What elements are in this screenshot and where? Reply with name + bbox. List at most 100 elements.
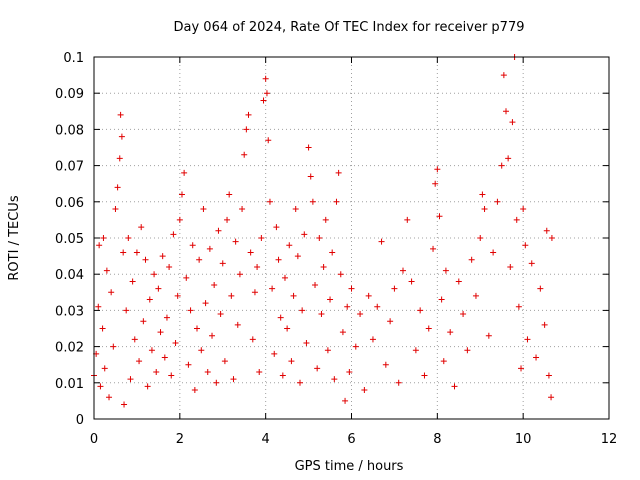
data-point	[263, 90, 270, 97]
data-point	[256, 368, 263, 375]
data-point	[316, 235, 323, 241]
x-tick-label: 10	[515, 432, 532, 447]
data-point	[425, 325, 432, 332]
data-point	[108, 289, 115, 296]
data-point	[361, 387, 368, 394]
data-point	[125, 235, 132, 241]
data-point	[322, 216, 329, 223]
data-point	[391, 285, 398, 292]
data-point	[262, 75, 269, 82]
y-tick-label: 0.1	[63, 51, 84, 66]
data-point	[382, 361, 389, 368]
data-point	[374, 303, 381, 310]
data-point	[344, 303, 351, 310]
data-point	[442, 267, 449, 274]
data-point	[297, 379, 303, 386]
data-point	[226, 191, 233, 198]
data-point	[189, 242, 196, 249]
data-point	[485, 332, 492, 339]
data-point	[507, 263, 514, 270]
data-point	[533, 354, 540, 361]
data-point	[232, 238, 239, 245]
y-tick-label: 0.03	[55, 304, 84, 319]
data-point	[142, 256, 149, 263]
y-axis-label: ROTI / TECUs	[7, 195, 22, 280]
data-point	[528, 260, 535, 267]
data-point	[120, 249, 127, 256]
data-point	[335, 169, 342, 176]
data-point	[110, 343, 117, 350]
data-point	[221, 358, 228, 365]
data-point	[522, 242, 529, 249]
data-point	[251, 289, 258, 296]
x-tick-label: 6	[347, 432, 355, 447]
data-point	[279, 372, 286, 379]
data-point	[121, 401, 128, 408]
data-point	[138, 224, 145, 231]
data-point	[513, 216, 520, 223]
data-point	[269, 285, 276, 292]
data-point	[404, 216, 411, 223]
data-point	[477, 235, 484, 241]
data-point	[131, 336, 138, 343]
data-point	[254, 263, 261, 270]
data-point	[481, 206, 488, 213]
data-point	[421, 372, 428, 379]
axis-ticks	[93, 56, 610, 420]
data-point	[99, 325, 106, 332]
data-point	[106, 394, 113, 401]
data-point	[260, 97, 267, 104]
data-point	[324, 347, 331, 354]
data-point	[515, 303, 522, 310]
data-point	[337, 271, 344, 278]
data-point	[148, 347, 155, 354]
x-tick-label: 4	[262, 432, 270, 447]
data-point	[314, 365, 321, 372]
data-point	[548, 235, 555, 241]
data-point	[159, 253, 166, 260]
data-point	[412, 347, 419, 354]
data-point	[348, 285, 355, 292]
data-point	[339, 329, 346, 336]
data-point	[301, 231, 308, 238]
data-point	[209, 332, 216, 339]
data-point	[520, 206, 527, 213]
grid	[94, 57, 609, 419]
data-point	[369, 336, 376, 343]
data-point	[494, 198, 501, 205]
data-point	[217, 311, 224, 318]
data-point	[215, 227, 222, 234]
data-point	[543, 227, 550, 234]
data-point	[329, 249, 336, 256]
data-point	[224, 216, 231, 223]
data-point	[200, 206, 207, 213]
data-point	[136, 358, 143, 365]
data-point	[129, 278, 136, 285]
data-point	[194, 325, 200, 332]
data-point	[181, 169, 188, 176]
data-point	[545, 372, 552, 379]
data-point	[305, 144, 312, 151]
data-point	[327, 296, 334, 303]
data-point	[447, 329, 454, 336]
data-point	[183, 274, 190, 281]
data-point	[219, 260, 226, 267]
data-point	[161, 354, 168, 361]
data-point	[387, 318, 394, 325]
data-point	[168, 372, 175, 379]
data-point	[96, 242, 103, 249]
x-tick-label: 0	[90, 432, 98, 447]
y-tick-label: 0	[76, 413, 84, 428]
data-point	[303, 339, 310, 346]
data-point	[202, 300, 209, 307]
data-point	[430, 245, 437, 252]
data-point	[144, 383, 151, 390]
data-point	[239, 206, 246, 213]
data-point	[505, 155, 512, 162]
data-point	[249, 336, 256, 343]
data-point	[299, 307, 306, 314]
y-tick-label: 0.07	[55, 160, 84, 175]
data-point	[500, 72, 507, 79]
x-axis-label: GPS time / hours	[295, 459, 404, 474]
y-tick-label: 0.08	[55, 123, 84, 138]
